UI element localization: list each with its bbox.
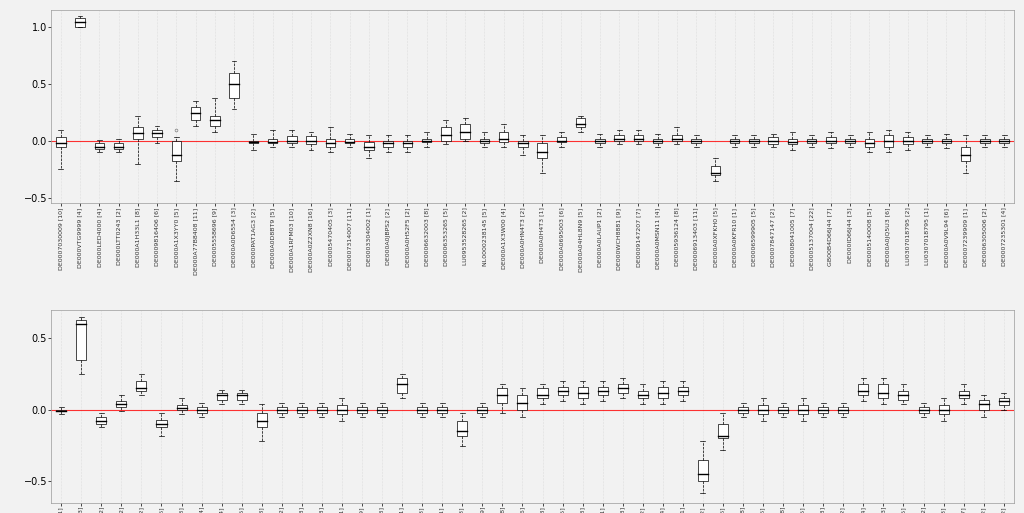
Bar — [249, 141, 258, 143]
Bar — [903, 137, 912, 144]
Bar — [638, 391, 648, 398]
Bar — [787, 139, 797, 144]
Bar — [477, 407, 487, 412]
Bar — [798, 405, 808, 414]
Bar — [402, 141, 413, 147]
Bar — [839, 407, 848, 412]
Bar — [133, 127, 142, 139]
Bar — [76, 320, 86, 360]
Bar — [437, 407, 447, 412]
Bar — [479, 139, 489, 143]
Bar — [898, 391, 908, 400]
Bar — [678, 387, 688, 396]
Bar — [858, 384, 868, 396]
Bar — [578, 387, 588, 398]
Bar — [326, 139, 335, 147]
Bar — [961, 147, 971, 162]
Bar — [538, 143, 547, 158]
Bar — [672, 135, 682, 141]
Bar — [417, 407, 427, 412]
Bar — [458, 421, 467, 436]
Bar — [826, 137, 836, 143]
Bar — [979, 400, 989, 410]
Bar — [691, 139, 700, 143]
Bar — [919, 407, 929, 412]
Bar — [517, 396, 527, 410]
Bar — [557, 137, 566, 142]
Bar — [864, 139, 874, 147]
Bar — [980, 139, 989, 143]
Bar — [778, 407, 788, 412]
Bar — [998, 398, 1009, 405]
Bar — [197, 407, 207, 412]
Bar — [598, 387, 607, 396]
Bar — [316, 407, 327, 412]
Bar — [575, 118, 586, 127]
Bar — [768, 137, 778, 144]
Bar — [846, 139, 855, 143]
Bar — [923, 139, 932, 143]
Bar — [268, 139, 278, 143]
Bar — [172, 141, 181, 162]
Bar — [229, 73, 239, 98]
Bar — [276, 407, 287, 412]
Bar — [499, 132, 509, 142]
Bar — [157, 420, 167, 427]
Bar — [538, 388, 548, 398]
Bar — [297, 407, 307, 412]
Bar — [617, 384, 628, 392]
Bar — [136, 381, 146, 391]
Bar — [441, 127, 451, 141]
Bar — [657, 387, 668, 398]
Bar — [999, 139, 1009, 143]
Bar — [711, 166, 720, 175]
Bar — [217, 392, 226, 400]
Bar — [257, 412, 267, 427]
Bar — [758, 405, 768, 414]
Bar — [634, 135, 643, 141]
Bar — [750, 139, 759, 143]
Bar — [397, 378, 408, 392]
Bar — [698, 460, 708, 481]
Bar — [306, 136, 316, 144]
Bar — [498, 388, 508, 403]
Bar — [117, 401, 126, 407]
Bar — [94, 143, 104, 149]
Bar — [114, 143, 124, 149]
Bar — [942, 139, 951, 143]
Bar — [56, 410, 67, 411]
Bar — [210, 116, 219, 126]
Bar — [56, 137, 66, 147]
Bar — [461, 124, 470, 139]
Bar — [337, 405, 347, 414]
Bar — [939, 405, 948, 414]
Bar — [365, 142, 374, 150]
Bar — [96, 417, 106, 424]
Bar — [357, 407, 367, 412]
Bar — [718, 424, 728, 439]
Bar — [518, 141, 527, 147]
Bar — [818, 407, 828, 412]
Bar — [614, 135, 624, 141]
Bar — [377, 407, 387, 412]
Bar — [557, 387, 567, 396]
Bar — [958, 391, 969, 398]
Bar — [153, 130, 162, 137]
Bar — [190, 107, 201, 121]
Bar — [738, 407, 749, 412]
Bar — [879, 384, 889, 398]
Bar — [884, 135, 893, 147]
Bar — [653, 139, 663, 143]
Bar — [422, 139, 431, 142]
Bar — [383, 141, 393, 147]
Bar — [176, 405, 186, 410]
Bar — [730, 139, 739, 143]
Bar — [76, 18, 85, 27]
Bar — [237, 392, 247, 400]
Bar — [595, 139, 604, 143]
Bar — [287, 136, 297, 143]
Bar — [807, 139, 816, 143]
Bar — [345, 139, 354, 143]
